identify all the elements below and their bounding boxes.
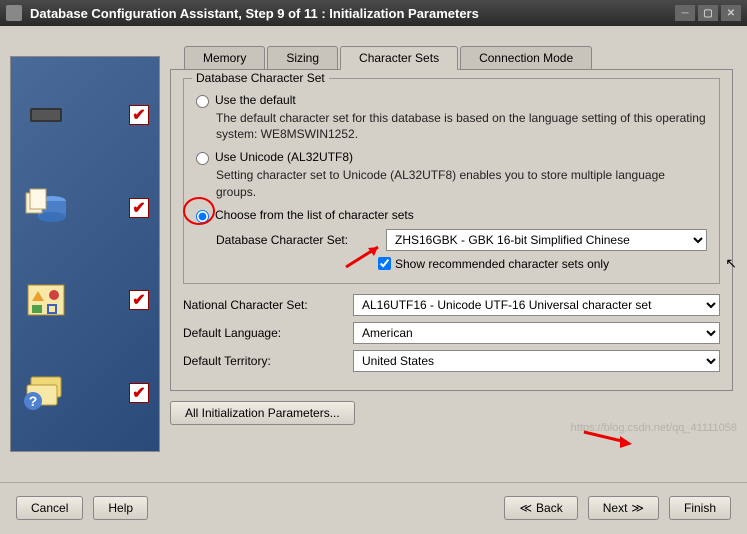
chip-icon (21, 95, 71, 135)
tab-sizing[interactable]: Sizing (267, 46, 338, 69)
app-icon (6, 5, 22, 21)
tab-character-sets[interactable]: Character Sets (340, 46, 458, 70)
default-territory-select[interactable]: United States (353, 350, 720, 372)
use-default-description: The default character set for this datab… (216, 110, 707, 142)
wizard-step: ✔ (17, 276, 153, 324)
next-button[interactable]: Next≫ (588, 496, 659, 520)
default-language-label: Default Language: (183, 326, 353, 340)
db-charset-label: Database Character Set: (216, 233, 386, 247)
back-button[interactable]: ≪Back (504, 496, 577, 520)
watermark: https://blog.csdn.net/qq_41111058 (571, 422, 737, 434)
folders-question-icon: ? (21, 373, 71, 413)
cursor-icon: ↖ (725, 255, 737, 272)
radio-use-unicode[interactable] (196, 152, 209, 165)
tab-connection-mode[interactable]: Connection Mode (460, 46, 592, 69)
close-button[interactable]: ✕ (721, 5, 741, 21)
check-icon: ✔ (129, 383, 149, 403)
radio-use-unicode-label: Use Unicode (AL32UTF8) (215, 150, 353, 164)
chevron-left-icon: ≪ (519, 501, 532, 515)
finish-button[interactable]: Finish (669, 496, 731, 520)
check-icon: ✔ (129, 105, 149, 125)
window-title: Database Configuration Assistant, Step 9… (30, 6, 479, 21)
show-recommended-label: Show recommended character sets only (395, 257, 609, 271)
wizard-sidebar: ✔ ✔ ✔ ? ✔ (0, 26, 170, 482)
use-unicode-description: Setting character set to Unicode (AL32UT… (216, 167, 707, 199)
tab-panel-character-sets: Database Character Set Use the default T… (170, 69, 733, 391)
shapes-icon (21, 280, 71, 320)
radio-choose-list-label: Choose from the list of character sets (215, 208, 414, 222)
check-icon: ✔ (129, 290, 149, 310)
wizard-step: ✔ (17, 184, 153, 232)
svg-text:?: ? (29, 393, 38, 409)
maximize-button[interactable]: ▢ (698, 5, 718, 21)
national-charset-select[interactable]: AL16UTF16 - Unicode UTF-16 Universal cha… (353, 294, 720, 316)
radio-choose-list[interactable] (196, 210, 209, 223)
tab-memory[interactable]: Memory (184, 46, 265, 69)
database-charset-group: Database Character Set Use the default T… (183, 78, 720, 284)
wizard-step: ? ✔ (17, 369, 153, 417)
chevron-right-icon: ≫ (631, 501, 644, 515)
minimize-button[interactable]: ─ (675, 5, 695, 21)
files-cylinder-icon (21, 188, 71, 228)
wizard-footer: Cancel Help ≪Back Next≫ Finish (0, 482, 747, 532)
check-icon: ✔ (129, 198, 149, 218)
wizard-step: ✔ (17, 91, 153, 139)
radio-use-default-label: Use the default (215, 93, 296, 107)
default-language-select[interactable]: American (353, 322, 720, 344)
show-recommended-checkbox[interactable] (378, 257, 391, 270)
default-territory-label: Default Territory: (183, 354, 353, 368)
radio-use-default[interactable] (196, 95, 209, 108)
national-charset-label: National Character Set: (183, 298, 353, 312)
all-init-params-button[interactable]: All Initialization Parameters... (170, 401, 355, 425)
help-button[interactable]: Help (93, 496, 148, 520)
title-bar: Database Configuration Assistant, Step 9… (0, 0, 747, 26)
db-charset-select[interactable]: ZHS16GBK - GBK 16-bit Simplified Chinese (386, 229, 707, 251)
tab-bar: Memory Sizing Character Sets Connection … (184, 46, 733, 69)
cancel-button[interactable]: Cancel (16, 496, 83, 520)
group-legend: Database Character Set (192, 71, 329, 85)
